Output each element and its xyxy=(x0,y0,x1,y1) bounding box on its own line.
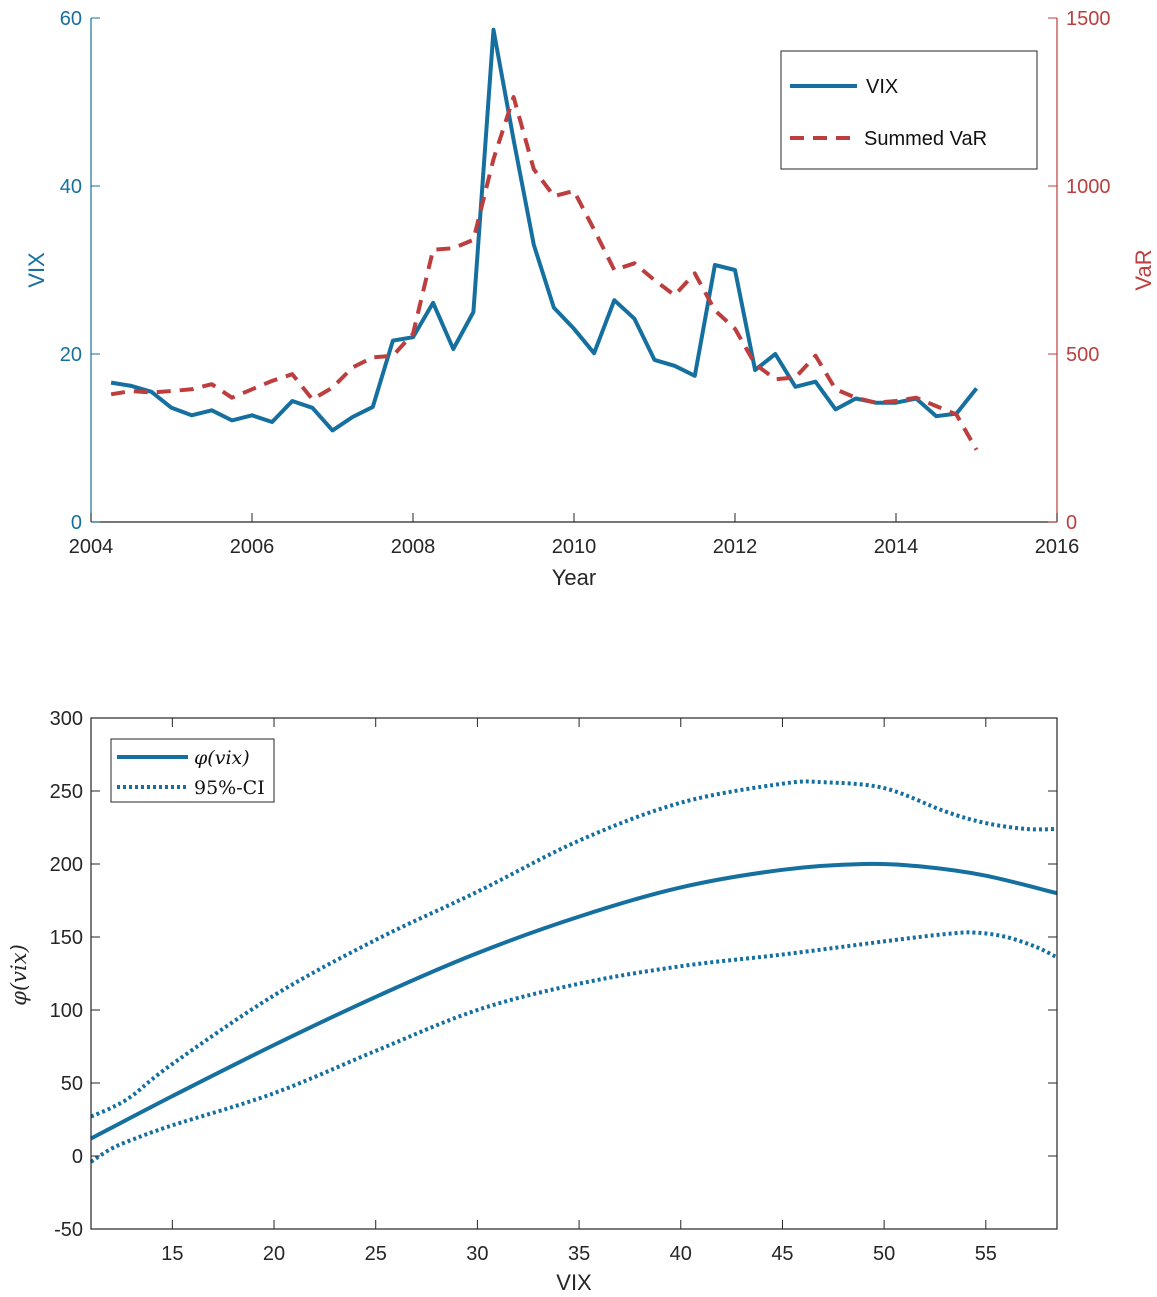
top-left-y-tick-label: 20 xyxy=(60,344,82,366)
bottom-y-tick-label: 200 xyxy=(50,854,83,876)
bottom-x-tick-label: 35 xyxy=(568,1243,590,1265)
bottom-legend: φ(vix) 95%-CI xyxy=(110,738,275,803)
top-right-y-axis-label: VaR xyxy=(1131,249,1156,290)
bottom-x-axis-label: VIX xyxy=(556,1270,592,1295)
top-chart-vix-var: 2004 2006 2008 2010 2012 2014 2016020406005001… xyxy=(24,8,1156,590)
bottom-axes-box xyxy=(90,717,1058,1230)
legend-label-ci: 95%-CI xyxy=(194,777,265,799)
top-x-tick-label: 2004 xyxy=(69,536,114,558)
bottom-x-tick-label: 30 xyxy=(466,1243,488,1265)
bottom-x-tick-label: 40 xyxy=(670,1243,692,1265)
top-x-tick-label: 2006 xyxy=(230,536,275,558)
top-left-y-tick-label: 60 xyxy=(60,8,82,30)
top-right-y-tick-label: 500 xyxy=(1066,344,1099,366)
bottom-y-tick-label: 100 xyxy=(50,1000,83,1022)
top-left-y-tick-label: 0 xyxy=(71,512,82,534)
top-left-y-axis-label: VIX xyxy=(24,252,49,288)
bottom-y-tick-label: 150 xyxy=(50,927,83,949)
bottom-chart-phi-vix: 15 20 25 30 35 40 45 50 55-50050100150200250300 … xyxy=(7,708,1058,1295)
bottom-x-tick-label: 50 xyxy=(873,1243,895,1265)
legend-label-vix: VIX xyxy=(866,76,898,98)
bottom-y-tick-label: 0 xyxy=(72,1146,83,1168)
bottom-x-tick-label: 25 xyxy=(365,1243,387,1265)
top-right-y-tick-label: 1000 xyxy=(1066,176,1111,198)
top-series-line-summed-var xyxy=(110,95,979,451)
top-series-line-vix xyxy=(110,27,979,433)
bottom-series-phi-vix xyxy=(90,861,1058,1141)
top-series-layer xyxy=(110,27,979,451)
bottom-x-tick-label: 15 xyxy=(161,1243,183,1265)
top-axes: 2004 2006 2008 2010 2012 2014 2016020406005001… xyxy=(60,8,1111,558)
top-right-y-tick-label: 1500 xyxy=(1066,8,1111,30)
legend-label-var: Summed VaR xyxy=(864,128,987,150)
bottom-x-tick-label: 45 xyxy=(771,1243,793,1265)
bottom-series-layer xyxy=(89,779,1058,1164)
top-legend: VIX Summed VaR xyxy=(780,50,1038,170)
top-x-tick-label: 2014 xyxy=(874,536,919,558)
bottom-axes: 15 20 25 30 35 40 45 50 55 -50 0 50 100 150 200 250 300 xyxy=(50,708,1058,1265)
bottom-series-ci-lower xyxy=(89,930,1058,1164)
bottom-series-ci-upper xyxy=(90,779,1058,1119)
top-right-y-tick-label: 0 xyxy=(1066,512,1077,534)
bottom-x-tick-label: 20 xyxy=(263,1243,285,1265)
bottom-legend-box xyxy=(110,738,275,803)
top-x-tick-label: 2008 xyxy=(391,536,436,558)
bottom-y-tick-label: 250 xyxy=(50,781,83,803)
top-x-tick-label: 2010 xyxy=(552,536,597,558)
legend-label-phi: φ(vix) xyxy=(194,747,250,769)
bottom-y-axis-label: φ(vix) xyxy=(7,944,31,1006)
top-x-tick-label: 2016 xyxy=(1035,536,1080,558)
top-legend-box xyxy=(780,50,1038,170)
top-x-axis-label: Year xyxy=(552,565,596,590)
bottom-plot-area xyxy=(91,718,1057,1229)
top-x-tick-label: 2012 xyxy=(713,536,758,558)
top-left-y-tick-label: 40 xyxy=(60,176,82,198)
bottom-y-tick-label: -50 xyxy=(54,1219,83,1241)
bottom-y-tick-label: 50 xyxy=(61,1073,83,1095)
bottom-x-tick-label: 55 xyxy=(975,1243,997,1265)
bottom-y-tick-label: 300 xyxy=(50,708,83,730)
